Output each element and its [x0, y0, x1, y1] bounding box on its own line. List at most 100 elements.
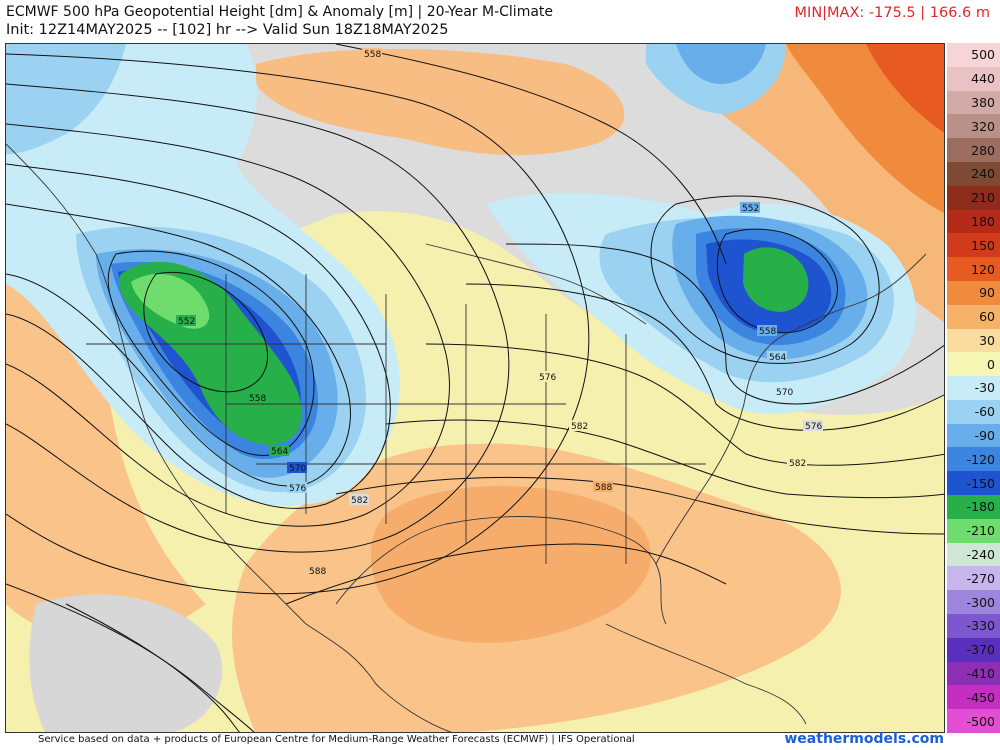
colorbar-label: 380	[971, 94, 995, 110]
colorbar-label: 60	[979, 309, 995, 325]
contour-label-bg	[569, 420, 589, 431]
contour-label: 576	[805, 422, 822, 432]
anomaly-midblue-polar	[676, 44, 766, 84]
anomaly-gray-lakes	[566, 153, 706, 192]
colorbar-swatch: 60	[947, 304, 1000, 329]
colorbar-label: 120	[971, 261, 995, 277]
contour-label: 588	[595, 483, 612, 493]
colorbar-label: -450	[966, 689, 995, 705]
colorbar-swatch: -150	[947, 471, 1000, 496]
coastlines	[6, 143, 927, 732]
contour-label-bg	[362, 48, 382, 59]
colorbar-label: -270	[966, 570, 995, 586]
colorbar-swatch: -90	[947, 423, 1000, 448]
colorbar-swatch: -270	[947, 566, 1000, 591]
colorbar-label: 240	[971, 166, 995, 182]
colorbar-label: 280	[971, 142, 995, 158]
colorbar-label: 90	[979, 285, 995, 301]
colorbar-swatch: -180	[947, 495, 1000, 520]
colorbar-label: 440	[971, 71, 995, 87]
anomaly-gray-pacific	[29, 594, 223, 732]
colorbar-label: -410	[966, 666, 995, 681]
contour-label: 552	[178, 317, 195, 327]
contour-label: 564	[271, 447, 288, 457]
contour-label: 558	[249, 394, 266, 404]
contour-labels: 558 552 552 558 564 570 576 582 588 588 …	[176, 48, 823, 577]
contour-label-bg	[349, 494, 369, 505]
contour-label: 558	[759, 327, 776, 337]
anomaly-red-core	[866, 44, 944, 133]
anomaly-colorbar: 500 440 380 320 280 240 210 180 150 120 90 60 30 0 -30…	[947, 43, 1000, 734]
colorbar-swatch: -370	[947, 637, 1000, 663]
colorbar-swatch: 180	[947, 209, 1000, 234]
contour-label-bg	[247, 392, 267, 403]
colorbar-swatch: 440	[947, 66, 1000, 92]
colorbar-swatch: -120	[947, 447, 1000, 472]
contour-label-bg	[757, 325, 777, 336]
colorbar-swatch: -500	[947, 709, 1000, 734]
map-canvas: 558 552 552 558 564 570 576 582 588 588 …	[6, 44, 944, 732]
brand-link[interactable]: weathermodels.com	[784, 731, 944, 747]
contour-label-bg	[774, 386, 794, 397]
colorbar-swatch: 240	[947, 161, 1000, 187]
contour-label-bg	[307, 565, 327, 576]
colorbar-label: 210	[971, 190, 995, 206]
contour-label-bg	[740, 202, 760, 213]
contour-label: 582	[351, 496, 368, 506]
colorbar-label: -500	[966, 713, 995, 729]
contour-label-bg	[537, 371, 557, 382]
contour-label: 582	[789, 459, 806, 469]
contour-label-bg	[287, 482, 307, 493]
contour-label: 570	[289, 464, 306, 474]
colorbar-swatch: 0	[947, 352, 1000, 377]
colorbar-label: -60	[974, 404, 995, 420]
colorbar-label: -210	[966, 523, 995, 539]
colorbar-swatch: 500	[947, 43, 1000, 68]
colorbar-label: -120	[966, 451, 995, 467]
colorbar-label: 500	[971, 47, 995, 63]
contour-label: 570	[776, 388, 793, 398]
contour-label: 558	[364, 50, 381, 60]
colorbar-label: -240	[966, 547, 995, 563]
contour-label: 582	[571, 422, 588, 432]
colorbar-swatch: -330	[947, 614, 1000, 639]
colorbar-swatch: 280	[947, 138, 1000, 163]
min-max-readout: MIN|MAX: -175.5 | 166.6 m	[794, 5, 990, 21]
colorbar-swatch: 320	[947, 114, 1000, 139]
colorbar-swatch: 150	[947, 233, 1000, 258]
colorbar-swatch: -210	[947, 518, 1000, 544]
footer-credit: Service based on data + products of Euro…	[38, 734, 635, 745]
colorbar-swatch: -450	[947, 685, 1000, 710]
contour-label: 564	[769, 353, 786, 363]
contour-label: 576	[289, 484, 306, 494]
anomaly-green-east	[743, 247, 809, 312]
colorbar-label: 30	[979, 332, 995, 348]
colorbar-label: 320	[971, 118, 995, 134]
contour-label-bg	[176, 315, 196, 326]
colorbar-swatch: 210	[947, 185, 1000, 211]
colorbar-label: 150	[971, 237, 995, 253]
colorbar-label: -300	[966, 594, 995, 610]
colorbar-swatch: 380	[947, 90, 1000, 115]
colorbar-label: -330	[966, 618, 995, 634]
colorbar-swatch: 90	[947, 280, 1000, 306]
colorbar-label: -180	[966, 499, 995, 515]
contour-label-bg	[593, 481, 613, 492]
contour-label: 552	[742, 204, 759, 214]
colorbar-swatch: -300	[947, 590, 1000, 615]
anomaly-orange-canada	[256, 49, 625, 156]
contour-label-bg	[767, 351, 787, 362]
contour-label-bg	[287, 462, 307, 473]
colorbar-swatch: -60	[947, 399, 1000, 425]
colorbar-swatch: -240	[947, 542, 1000, 567]
contour-label: 588	[309, 567, 326, 577]
contour-label: 576	[539, 373, 556, 383]
colorbar-label: 0	[987, 356, 995, 372]
colorbar-swatch: -410	[947, 661, 1000, 686]
height-contours	[6, 44, 944, 732]
anomaly-map: 558 552 552 558 564 570 576 582 588 588 …	[5, 43, 945, 733]
colorbar-label: -370	[966, 642, 995, 658]
contour-label-bg	[787, 457, 807, 468]
chart-title: ECMWF 500 hPa Geopotential Height [dm] &…	[6, 4, 554, 20]
chart-subtitle: Init: 12Z14MAY2025 -- [102] hr --> Valid…	[6, 22, 449, 38]
